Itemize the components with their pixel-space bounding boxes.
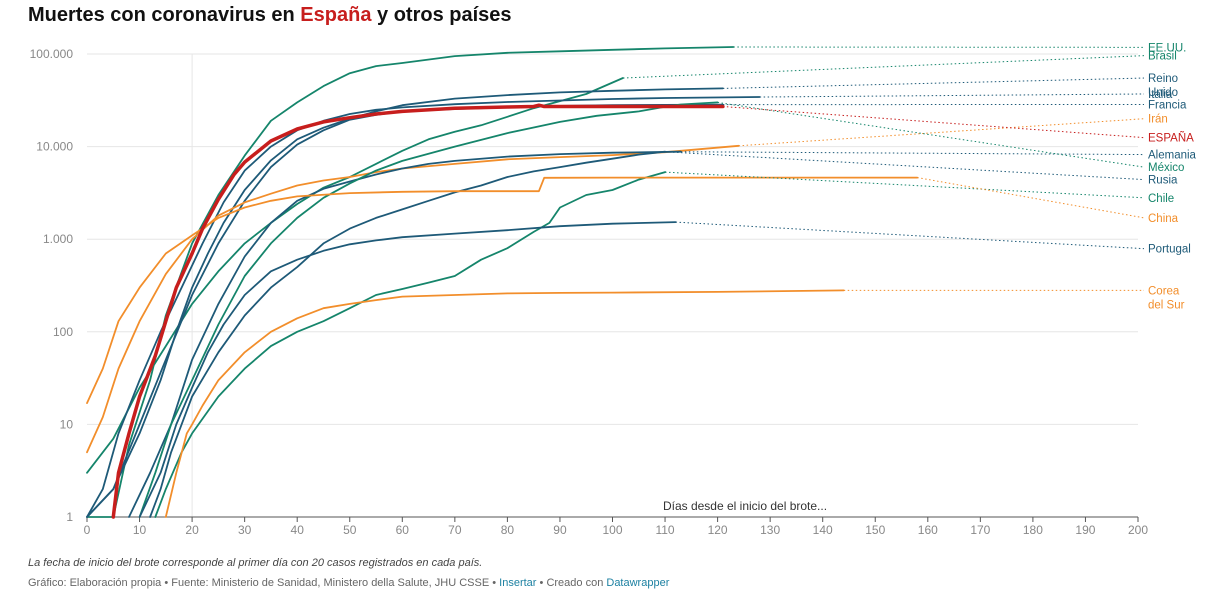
series-label-china: China	[1148, 213, 1179, 225]
series-line-chile	[154, 171, 666, 518]
datawrapper-link[interactable]: Datawrapper	[606, 577, 670, 589]
x-axis: 0 10 20 30 40 50 60 70 80 90 100 110 120 130 140 150 160…	[84, 516, 1148, 537]
x-tick-label: 140	[813, 523, 833, 537]
chart-note: La fecha de inicio del brote corresponde…	[28, 557, 483, 569]
series-connector-alemania	[680, 151, 1145, 156]
x-tick-label: 120	[708, 523, 728, 537]
series-connector-china	[917, 177, 1145, 219]
series-label-espa-a: ESPAÑA	[1148, 132, 1194, 145]
series-connector-chile	[665, 171, 1145, 199]
series-label-reino-unido: Unido	[1148, 87, 1178, 99]
series-label-francia: Francia	[1148, 99, 1187, 111]
series-connector-m-xico	[717, 101, 1145, 168]
x-tick-label: 190	[1075, 523, 1095, 537]
series-label-portugal: Portugal	[1148, 244, 1191, 256]
series-label-italia: Italia	[1148, 89, 1173, 101]
series-label-alemania: Alemania	[1148, 150, 1197, 162]
x-tick-label: 80	[501, 523, 515, 537]
x-tick-label: 70	[448, 523, 462, 537]
series-connector-espa-a	[722, 106, 1145, 139]
series-line-portugal	[138, 221, 677, 518]
series-line-rusia	[149, 150, 666, 518]
y-tick-label: 100	[53, 325, 73, 339]
chart-title: Muertes con coronavirus en España y otro…	[28, 4, 512, 27]
insert-link[interactable]: Insertar	[499, 577, 537, 589]
y-tick-label: 10	[60, 417, 74, 431]
y-tick-label: 100.000	[30, 47, 74, 61]
x-tick-label: 0	[84, 523, 91, 537]
series-label-ee-uu-: EE.UU.	[1148, 42, 1186, 54]
series-label-reino-unido: Reino	[1148, 73, 1178, 85]
x-tick-label: 60	[396, 523, 410, 537]
series-line-china	[86, 176, 919, 405]
x-tick-label: 90	[553, 523, 567, 537]
x-axis-label: Días desde el inicio del brote...	[663, 499, 827, 513]
footer-created: • Creado con	[539, 577, 604, 589]
series-line-ir-n	[86, 144, 740, 454]
x-tick-label: 180	[1023, 523, 1043, 537]
series-connector-reino-unido	[722, 77, 1145, 89]
series-label-brasil: Brasil	[1148, 51, 1177, 63]
series-line-ee-uu-	[86, 46, 735, 518]
series-label-m-xico: México	[1148, 162, 1184, 174]
series-connector-ir-n	[738, 118, 1145, 147]
y-tick-label: 10.000	[36, 140, 73, 154]
series-label-rusia: Rusia	[1148, 175, 1178, 187]
title-highlight: España	[300, 4, 372, 26]
x-tick-label: 50	[343, 523, 357, 537]
x-tick-label: 30	[238, 523, 252, 537]
gridlines	[87, 53, 1138, 518]
series-connector-brasil	[622, 55, 1145, 79]
y-axis: 1 10 100 1.000 10.000 100.000	[30, 47, 74, 524]
series-connector-portugal	[675, 221, 1145, 250]
series-line-brasil	[86, 77, 624, 474]
series-line-alemania	[128, 150, 682, 518]
series-label-corea-del-sur: Corea	[1148, 285, 1180, 297]
chart-footer: Gráfico: Elaboración propia • Fuente: Mi…	[28, 577, 669, 589]
series-line-espa-a	[111, 103, 725, 519]
series-label-chile: Chile	[1148, 193, 1174, 205]
x-tick-label: 110	[655, 523, 674, 537]
x-tick-label: 40	[291, 523, 305, 537]
series-connector-italia	[759, 93, 1145, 98]
x-tick-label: 160	[918, 523, 938, 537]
series-line-m-xico	[138, 101, 719, 518]
series-label-ir-n: Irán	[1148, 114, 1168, 126]
x-tick-label: 10	[133, 523, 147, 537]
x-tick-label: 100	[602, 523, 622, 537]
x-tick-label: 200	[1128, 523, 1148, 537]
x-tick-label: 20	[185, 523, 199, 537]
series-lines	[86, 46, 919, 519]
title-part-1: Muertes con coronavirus en	[28, 4, 301, 26]
footer-source: Gráfico: Elaboración propia • Fuente: Mi…	[28, 577, 497, 589]
series-line-francia	[86, 103, 724, 518]
series-label-corea-del-sur: del Sur	[1148, 299, 1185, 311]
series-connector-rusia	[665, 151, 1145, 181]
title-part-2: y otros países	[371, 4, 512, 26]
x-tick-label: 170	[970, 523, 990, 537]
x-tick-label: 130	[760, 523, 780, 537]
y-tick-label: 1.000	[43, 232, 73, 246]
series-line-corea-del-sur	[164, 289, 845, 518]
series-line-reino-unido	[86, 87, 724, 518]
x-tick-label: 150	[865, 523, 885, 537]
y-tick-label: 1	[66, 510, 73, 524]
